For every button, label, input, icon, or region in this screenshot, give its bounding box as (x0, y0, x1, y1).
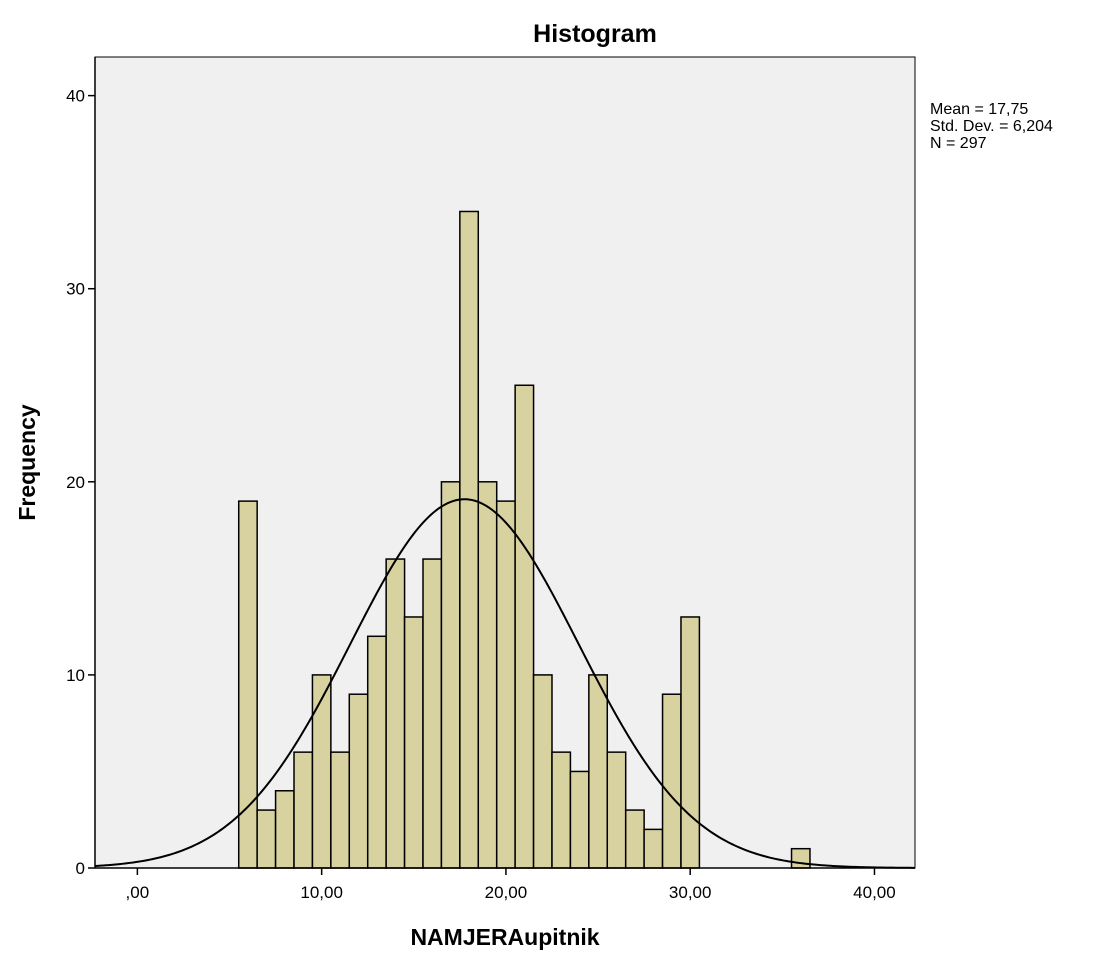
histogram-bar (624, 809, 645, 869)
stats-line: Std. Dev. = 6,204 (930, 118, 1053, 135)
histogram-bar (459, 210, 480, 869)
y-tick-label: 10 (66, 666, 85, 685)
histogram-bar (588, 674, 609, 869)
histogram-bar (330, 751, 351, 869)
x-tick-label: ,00 (126, 883, 150, 902)
histogram-bar (680, 616, 701, 869)
histogram-bar (403, 616, 424, 869)
histogram-bar (606, 751, 627, 869)
histogram-bar (311, 674, 332, 869)
chart-title: Histogram (533, 20, 657, 48)
y-tick-label: 30 (66, 280, 85, 299)
histogram-bar (366, 635, 387, 869)
histogram-bar (422, 558, 443, 869)
x-tick-label: 10,00 (300, 883, 343, 902)
x-tick-label: 20,00 (485, 883, 528, 902)
histogram-bar (348, 693, 369, 869)
histogram-bar (495, 500, 516, 869)
x-axis-label: NAMJERAupitnik (410, 924, 599, 950)
histogram-bar (514, 384, 535, 869)
stats-line: Mean = 17,75 (930, 101, 1028, 118)
histogram-bar (551, 751, 572, 869)
histogram-bar (477, 481, 498, 869)
stats-line: N = 297 (930, 135, 987, 152)
histogram-bar (440, 481, 461, 869)
histogram-bar (661, 693, 682, 869)
x-axis-ticks: ,00 10,00 20,00 30,00 40,00 (126, 868, 896, 902)
y-axis-ticks: 0 10 20 30 40 (66, 87, 95, 878)
x-tick-label: 30,00 (669, 883, 712, 902)
histogram-bar (293, 751, 314, 869)
axes-group (94, 57, 915, 869)
histogram-bar (569, 770, 590, 869)
histogram-bar (256, 809, 277, 869)
normal-curve (94, 498, 916, 869)
y-tick-label: 40 (66, 87, 85, 106)
histogram-bar (274, 790, 295, 869)
y-tick-label: 0 (76, 859, 85, 878)
y-tick-label: 20 (66, 473, 85, 492)
histogram-bar (790, 847, 811, 869)
histogram-bar (385, 558, 406, 869)
y-axis-label: Frequency (14, 404, 40, 521)
histogram-bar (643, 828, 664, 869)
histogram-bar (532, 674, 553, 869)
bars-group (237, 210, 811, 869)
x-tick-label: 40,00 (853, 883, 896, 902)
